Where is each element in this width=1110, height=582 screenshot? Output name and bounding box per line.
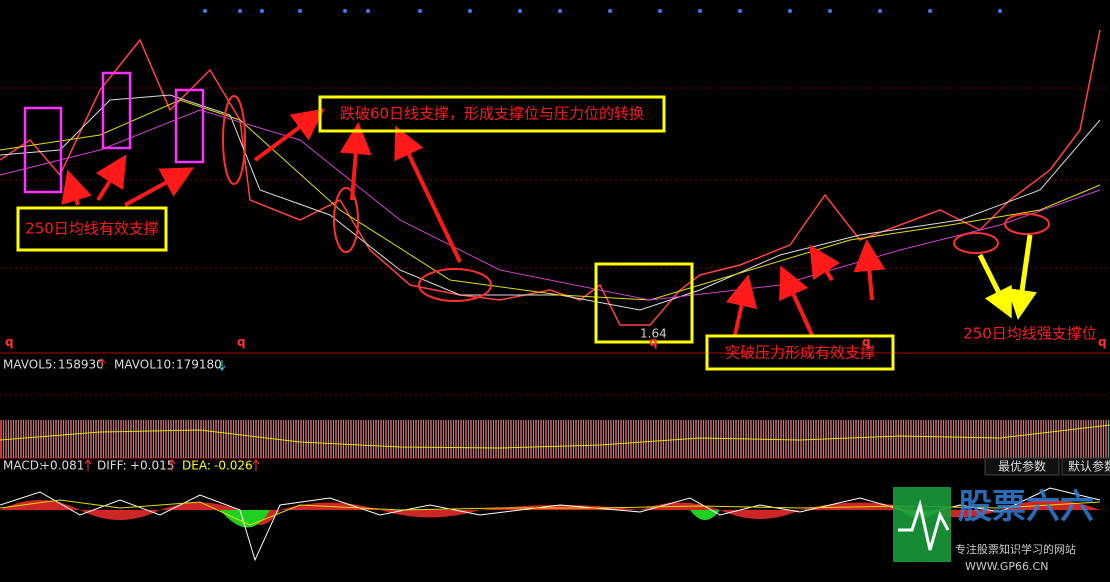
label: MAVOL10: [114,358,175,372]
arrows [61,108,886,336]
down-arrow [218,360,226,371]
watermark-title: 股票六六 [958,487,1094,527]
annotation: 250日均线强支撑位 [963,325,1097,343]
value: 158930 [58,358,104,372]
mavol-line [0,424,1110,449]
up-arrow [84,459,92,471]
up-arrow [98,358,106,369]
value: +0.081 [40,459,84,473]
ellipses [222,95,1050,302]
watermark-subtitle: 专注股票知识学习的网站 [955,542,1076,556]
up-arrow [252,459,260,471]
annotation-box [318,95,666,133]
annotation-box [705,334,895,371]
button-label[interactable]: 默认参数 [1068,459,1110,474]
label: DEA: [182,459,211,473]
annotation: 跌破60日线支撑，形成支撑位与压力位的转换 [340,105,644,123]
label: DIFF: [97,459,127,473]
price [0,29,1101,326]
ma-white [0,94,1101,311]
watermark: 股票六六 专注股票知识学习的网站 WWW.GP66.CN [893,487,1094,573]
button[interactable] [1061,457,1110,476]
annotation-box [16,206,168,252]
ma-yellow [0,99,1101,301]
up-arrow [168,459,176,471]
label: MAVOL5: [3,358,57,372]
marker: q [5,335,14,349]
marker: q [1098,335,1107,349]
magenta-boxes [23,71,205,194]
annotation: 250日均线有效支撑 [25,220,159,238]
top-dots [203,9,1002,13]
value: -0.026 [214,459,253,473]
button[interactable] [984,457,1060,476]
watermark-url: WWW.GP66.CN [965,560,1048,573]
label: MACD: [3,459,43,473]
ma-purple [0,109,1101,301]
highlight-box [594,262,694,344]
value: 179180 [176,358,222,372]
annotation: 突破压力形成有效支撑 [725,344,875,362]
marker: q [862,335,871,349]
value: +0.015 [130,459,174,473]
dea-line [0,499,1101,526]
yellow-arrows [977,234,1037,320]
low-price: 1.64 [640,327,667,341]
volume-bars [0,420,1110,458]
button-label[interactable]: 最优参数 [998,459,1046,474]
marker: q [237,335,246,349]
marker: q [649,335,658,349]
